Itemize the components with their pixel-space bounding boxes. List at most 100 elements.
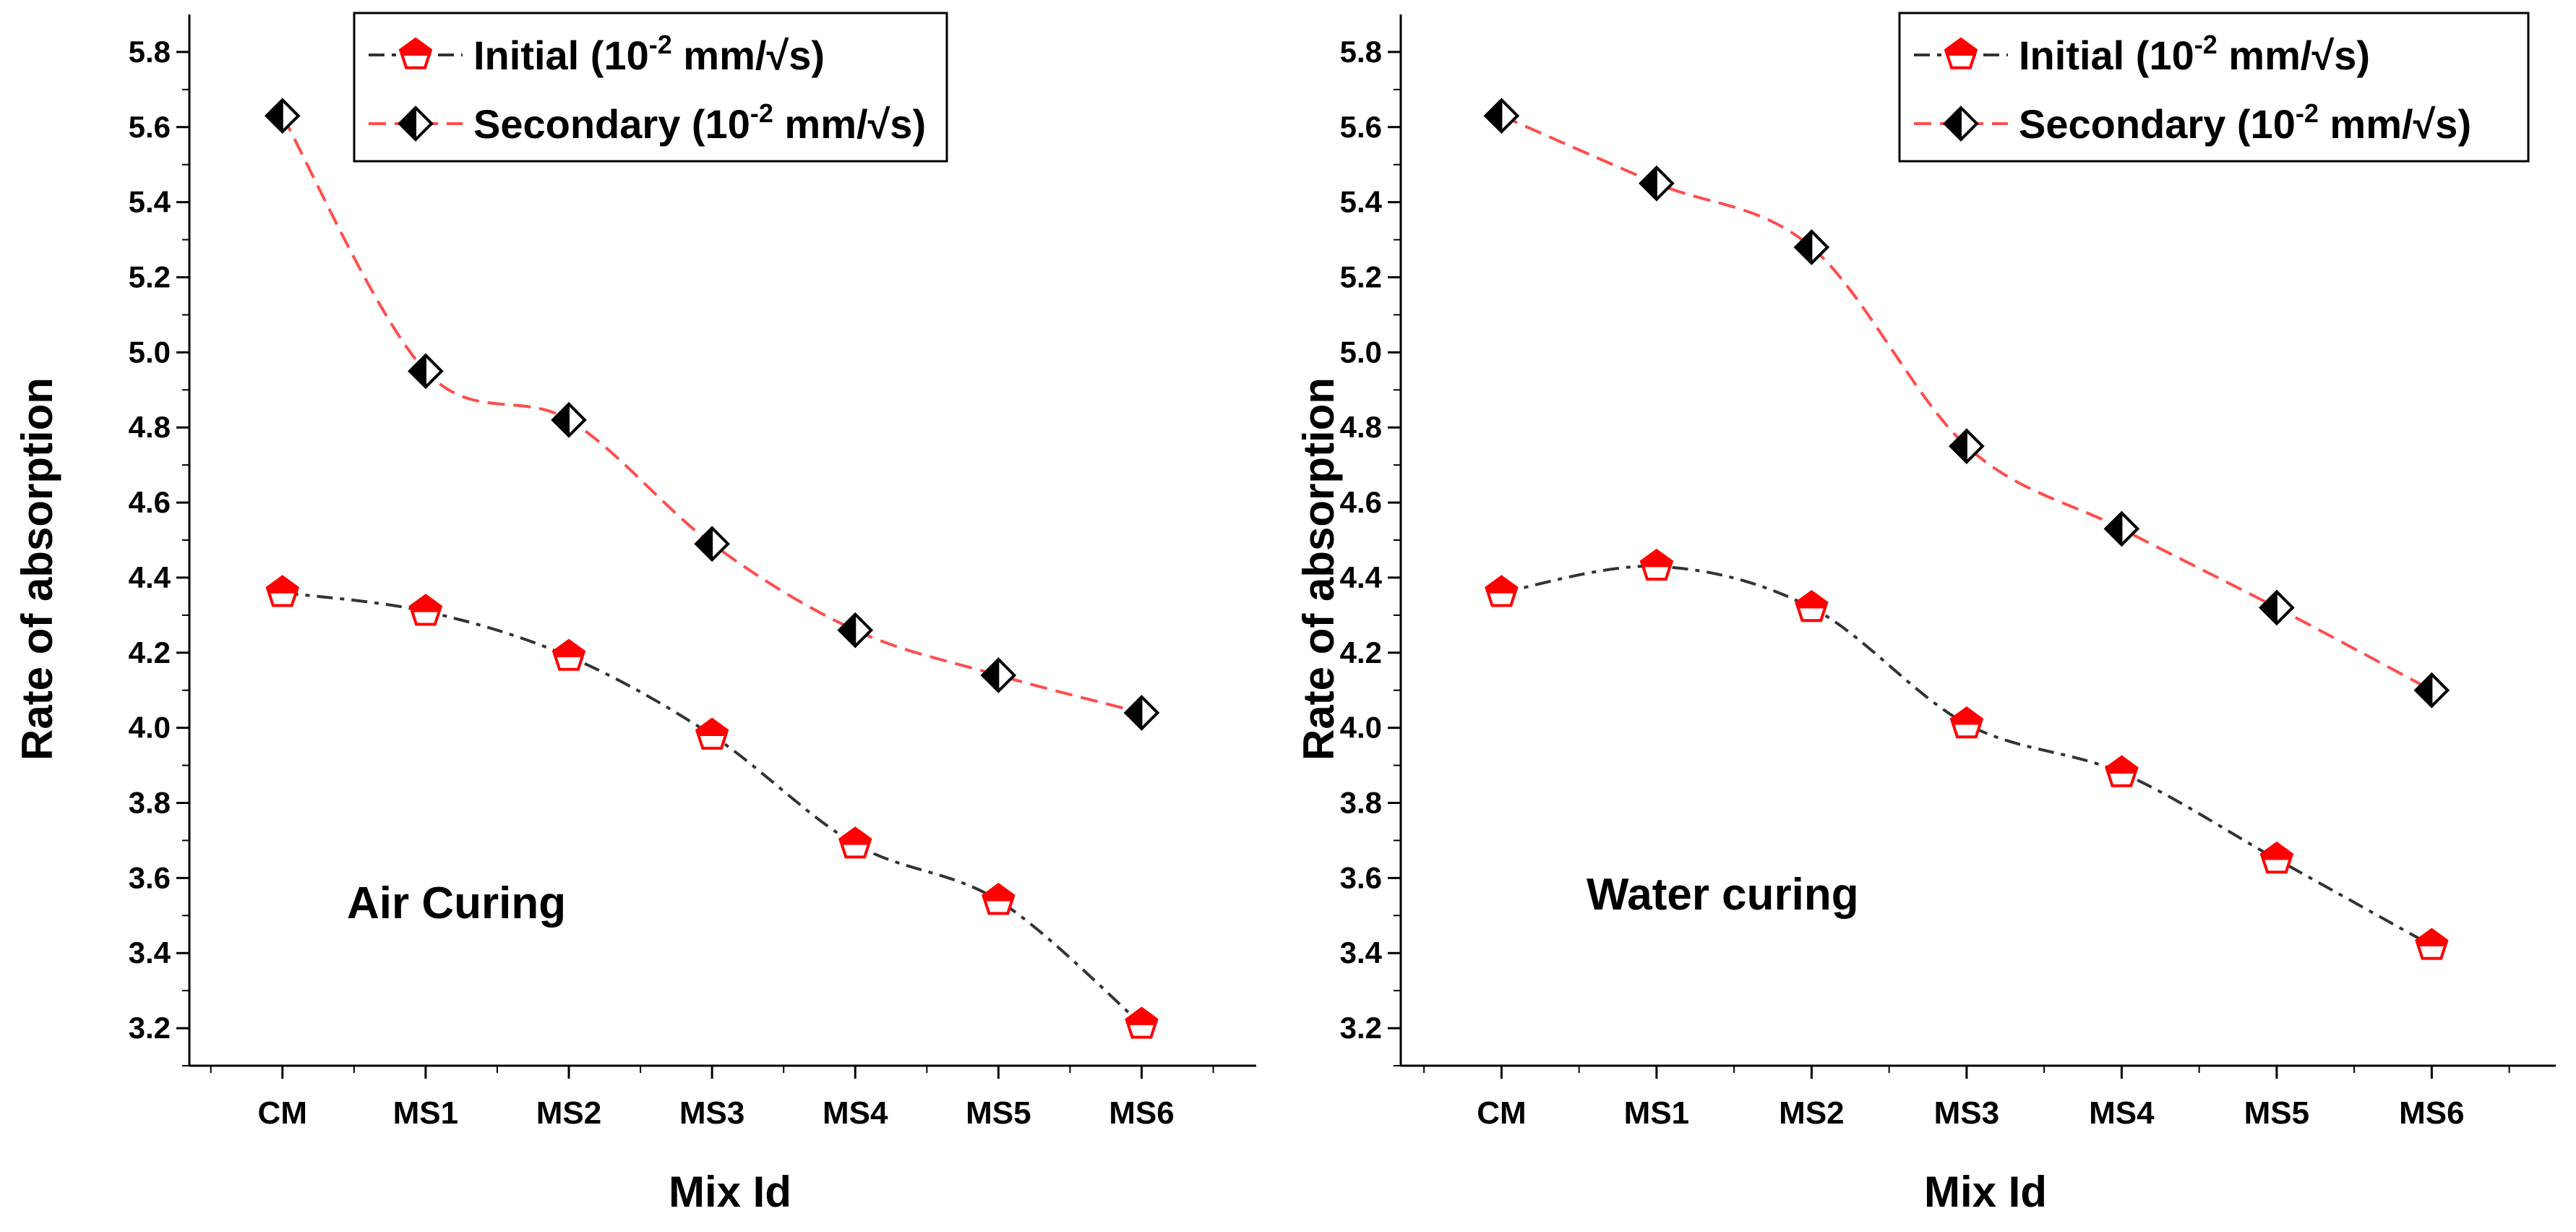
y-tick-label: 3.2 xyxy=(129,1011,171,1045)
pentagon-marker-fill xyxy=(1485,576,1518,594)
legend-label-exponent: -2 xyxy=(2296,98,2319,128)
x-tick-label: MS1 xyxy=(1624,1095,1689,1131)
diamond-marker-fill xyxy=(2414,672,2433,709)
diamond-marker-fill xyxy=(1639,166,1657,202)
data-point-secondary-cm xyxy=(264,98,301,134)
pentagon-marker-fill xyxy=(1640,549,1673,568)
x-axis-title: Mix Id xyxy=(1924,1168,2047,1216)
legend-label-initial: Initial (10-2 mm/√s) xyxy=(2019,30,2370,78)
x-tick-label: MS3 xyxy=(1934,1095,1999,1131)
y-tick-label: 5.6 xyxy=(1340,110,1382,144)
y-tick-label: 5.8 xyxy=(1340,35,1382,69)
diamond-marker-fill xyxy=(398,106,416,142)
data-point-secondary-ms4 xyxy=(2103,510,2140,547)
pentagon-marker-fill xyxy=(696,718,729,737)
x-tick-label: MS3 xyxy=(679,1095,744,1131)
diamond-marker-fill xyxy=(551,402,570,438)
x-tick-label: CM xyxy=(1477,1095,1526,1131)
data-point-secondary-ms6 xyxy=(2413,672,2450,709)
legend-label-main: Initial (10 xyxy=(473,33,649,78)
data-point-secondary-ms3 xyxy=(694,526,730,562)
diamond-marker-fill xyxy=(265,98,283,134)
x-tick-label: MS4 xyxy=(2089,1095,2155,1131)
data-point-initial-ms6 xyxy=(1125,1006,1159,1039)
y-tick-label: 4.0 xyxy=(1340,711,1382,745)
pentagon-marker-fill xyxy=(266,576,299,594)
data-point-initial-ms3 xyxy=(1949,706,1984,739)
data-point-initial-ms2 xyxy=(551,638,586,671)
y-tick-label: 3.8 xyxy=(1340,786,1382,820)
y-tick-label: 4.8 xyxy=(1340,410,1382,444)
diamond-marker-fill xyxy=(1949,428,1967,464)
diamond-marker-fill xyxy=(838,612,856,649)
data-point-initial-ms4 xyxy=(838,826,872,859)
data-point-secondary-ms1 xyxy=(408,353,444,390)
data-point-secondary-ms6 xyxy=(1123,695,1160,731)
x-tick-label: MS5 xyxy=(966,1095,1031,1131)
pentagon-marker-fill xyxy=(409,594,442,612)
diamond-marker-fill xyxy=(1125,695,1143,731)
data-point-initial-ms4 xyxy=(2105,755,2139,787)
legend-label-exponent: -2 xyxy=(2194,30,2217,59)
legend-label-unit: mm/√s) xyxy=(2319,101,2471,147)
legend-label-main: Secondary (10 xyxy=(473,101,750,147)
data-point-initial-ms5 xyxy=(982,883,1016,915)
pentagon-marker-fill xyxy=(1944,38,1978,56)
legend-label-initial: Initial (10-2 mm/√s) xyxy=(473,30,825,78)
y-tick-label: 5.2 xyxy=(1340,260,1382,294)
legend-label-main: Secondary (10 xyxy=(2019,101,2296,147)
y-tick-label: 4.6 xyxy=(1340,485,1382,519)
legend: Initial (10-2 mm/√s)Secondary (10-2 mm/√… xyxy=(1898,12,2530,163)
y-tick-label: 3.6 xyxy=(129,860,171,894)
y-tick-label: 3.6 xyxy=(1340,860,1382,894)
y-axis-title: Rate of absorption xyxy=(13,377,61,761)
x-tick-label: MS6 xyxy=(2399,1095,2464,1131)
x-tick-label: MS5 xyxy=(2244,1095,2309,1131)
diamond-marker-fill xyxy=(695,526,713,562)
legend-label-unit: mm/√s) xyxy=(672,33,825,78)
pentagon-marker-fill xyxy=(2105,756,2138,774)
diamond-marker-fill xyxy=(981,657,1000,693)
pentagon-marker-fill xyxy=(982,884,1015,902)
y-tick-label: 4.4 xyxy=(129,560,171,594)
data-point-secondary-ms2 xyxy=(1793,229,1830,265)
legend-box xyxy=(353,12,948,163)
diamond-marker-fill xyxy=(1485,98,1503,134)
legend-marker-initial xyxy=(1944,37,1978,69)
data-point-secondary-ms2 xyxy=(551,402,587,438)
data-point-initial-ms1 xyxy=(1639,548,1674,581)
data-point-initial-ms1 xyxy=(408,594,443,626)
legend-label-secondary: Secondary (10-2 mm/√s) xyxy=(2019,98,2471,147)
legend-label-unit: mm/√s) xyxy=(773,101,926,147)
y-tick-label: 4.2 xyxy=(1340,636,1382,670)
legend-label-unit: mm/√s) xyxy=(2217,33,2370,78)
pentagon-marker-fill xyxy=(1950,707,1983,725)
chart-panel-1: 3.2 3.4 3.6 3.8 4.0 4.2 4.4 4.6 4.8 5.0 5.2 5.4 5.6 5… xyxy=(13,12,1256,1216)
y-tick-label: 5.0 xyxy=(129,335,171,369)
x-tick-label: MS2 xyxy=(536,1095,601,1131)
diamond-marker-fill xyxy=(408,353,426,389)
pentagon-marker-fill xyxy=(399,38,432,56)
data-point-initial-ms5 xyxy=(2259,841,2294,874)
pentagon-marker-fill xyxy=(839,827,872,845)
y-axis-title: Rate of absorption xyxy=(1295,377,1343,761)
data-point-secondary-ms4 xyxy=(837,612,874,649)
y-tick-label: 4.0 xyxy=(129,711,171,745)
y-tick-label: 5.4 xyxy=(129,185,171,219)
data-point-secondary-ms3 xyxy=(1949,428,1985,465)
x-tick-label: MS1 xyxy=(393,1095,458,1131)
data-point-secondary-ms5 xyxy=(980,657,1017,693)
data-point-initial-cm xyxy=(265,575,300,607)
data-point-initial-ms6 xyxy=(2415,928,2449,960)
x-tick-label: MS6 xyxy=(1109,1095,1174,1131)
curing-annotation: Water curing xyxy=(1587,870,1859,920)
chart-panel-2: 3.2 3.4 3.6 3.8 4.0 4.2 4.4 4.6 4.8 5.0 5.2 5.4 5.6 5… xyxy=(1295,12,2556,1216)
legend-marker-secondary xyxy=(1943,106,1979,142)
data-point-initial-cm xyxy=(1485,575,1519,607)
y-tick-label: 4.2 xyxy=(129,636,171,670)
legend-marker-initial xyxy=(398,37,433,69)
data-point-initial-ms3 xyxy=(695,717,729,750)
data-point-secondary-ms5 xyxy=(2259,589,2295,626)
